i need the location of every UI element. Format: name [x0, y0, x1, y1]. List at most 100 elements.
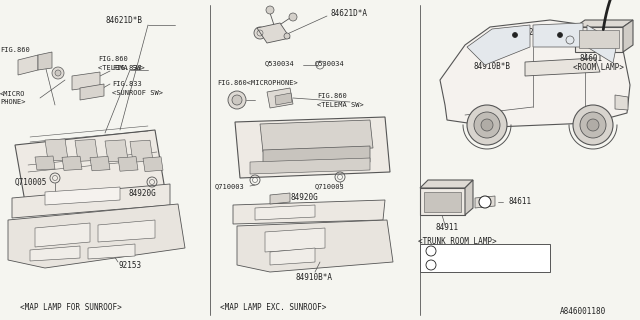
- Circle shape: [426, 260, 436, 270]
- Polygon shape: [440, 20, 630, 127]
- Text: 84920G: 84920G: [290, 194, 317, 203]
- Circle shape: [557, 33, 563, 37]
- Polygon shape: [62, 156, 82, 171]
- Text: 84601: 84601: [580, 53, 603, 62]
- Text: FIG.833: FIG.833: [112, 65, 141, 71]
- Bar: [424, 192, 461, 212]
- Polygon shape: [263, 146, 370, 166]
- Circle shape: [55, 70, 61, 76]
- Circle shape: [232, 95, 242, 105]
- Polygon shape: [265, 228, 325, 252]
- Polygon shape: [420, 180, 473, 188]
- Polygon shape: [250, 158, 370, 174]
- Polygon shape: [275, 93, 292, 105]
- Text: 84910B*B: 84910B*B: [473, 61, 510, 70]
- Circle shape: [52, 67, 64, 79]
- Polygon shape: [533, 23, 583, 47]
- Polygon shape: [420, 188, 465, 215]
- Text: FIG.833: FIG.833: [112, 81, 141, 87]
- Polygon shape: [45, 187, 120, 205]
- Polygon shape: [587, 25, 617, 63]
- Text: <MICRO: <MICRO: [0, 91, 26, 97]
- Polygon shape: [45, 139, 68, 161]
- Polygon shape: [465, 180, 473, 215]
- Circle shape: [587, 119, 599, 131]
- Text: Q710005: Q710005: [15, 178, 47, 187]
- Polygon shape: [75, 140, 98, 161]
- Polygon shape: [235, 117, 390, 178]
- Polygon shape: [30, 246, 80, 261]
- Polygon shape: [255, 205, 315, 220]
- Text: FIG.860<MICROPHONE>: FIG.860<MICROPHONE>: [217, 80, 298, 86]
- Polygon shape: [615, 95, 628, 110]
- Circle shape: [467, 105, 507, 145]
- Text: < -'20.06): < -'20.06): [491, 246, 537, 255]
- Polygon shape: [623, 20, 633, 52]
- Polygon shape: [575, 20, 633, 27]
- Text: Q710003: Q710003: [215, 183, 244, 189]
- Circle shape: [474, 112, 500, 138]
- Text: 1: 1: [483, 199, 487, 205]
- Polygon shape: [88, 244, 135, 259]
- Polygon shape: [130, 140, 153, 162]
- Polygon shape: [257, 23, 290, 43]
- Circle shape: [284, 33, 290, 39]
- Polygon shape: [525, 58, 600, 76]
- Text: 84611: 84611: [508, 197, 531, 206]
- Polygon shape: [8, 204, 185, 268]
- Circle shape: [573, 105, 613, 145]
- Circle shape: [580, 112, 606, 138]
- Polygon shape: [35, 156, 55, 170]
- Circle shape: [228, 91, 246, 109]
- Text: <ROOM LAMP>: <ROOM LAMP>: [573, 62, 624, 71]
- Polygon shape: [233, 200, 385, 224]
- Text: <MAP LAMP FOR SUNROOF>: <MAP LAMP FOR SUNROOF>: [20, 303, 122, 313]
- Polygon shape: [12, 184, 170, 218]
- Text: <TELEMA SW>: <TELEMA SW>: [98, 65, 145, 71]
- Text: Q710003: Q710003: [315, 183, 345, 189]
- Polygon shape: [267, 88, 293, 108]
- Polygon shape: [467, 25, 530, 65]
- Text: ('20.06- ): ('20.06- ): [491, 260, 537, 269]
- Text: PHONE>: PHONE>: [0, 99, 26, 105]
- Text: 84920E: 84920E: [445, 246, 473, 255]
- Text: A846001180: A846001180: [560, 308, 606, 316]
- Text: <MAP LAMP EXC. SUNROOF>: <MAP LAMP EXC. SUNROOF>: [220, 303, 326, 313]
- Text: FIG.860: FIG.860: [0, 47, 29, 53]
- Polygon shape: [98, 220, 155, 242]
- Circle shape: [266, 6, 274, 14]
- Bar: [420, 244, 550, 272]
- Circle shape: [426, 246, 436, 256]
- Text: 1: 1: [429, 262, 433, 268]
- Text: FIG.860: FIG.860: [98, 56, 128, 62]
- Text: 92153: 92153: [118, 260, 141, 269]
- Text: 84920G: 84920G: [128, 189, 156, 198]
- Polygon shape: [270, 193, 290, 204]
- Polygon shape: [38, 52, 52, 70]
- Text: 84920G: 84920G: [515, 28, 543, 36]
- Text: <SUNROOF SW>: <SUNROOF SW>: [112, 90, 163, 96]
- Polygon shape: [237, 220, 393, 272]
- Text: 84910B*A: 84910B*A: [295, 274, 332, 283]
- Polygon shape: [80, 84, 104, 100]
- Text: 84621D*B: 84621D*B: [105, 15, 142, 25]
- Polygon shape: [475, 196, 495, 208]
- Polygon shape: [105, 140, 128, 162]
- Polygon shape: [260, 120, 373, 152]
- Polygon shape: [15, 130, 165, 202]
- Text: FIG.860: FIG.860: [317, 93, 347, 99]
- Text: 1: 1: [429, 249, 433, 253]
- Polygon shape: [72, 72, 100, 90]
- Polygon shape: [270, 248, 315, 265]
- Text: Q530034: Q530034: [315, 60, 345, 66]
- Polygon shape: [18, 55, 38, 75]
- Circle shape: [513, 33, 518, 37]
- Text: 84621D*A: 84621D*A: [330, 9, 367, 18]
- Polygon shape: [90, 156, 110, 171]
- Circle shape: [481, 119, 493, 131]
- Circle shape: [289, 13, 297, 21]
- Text: 84920A: 84920A: [445, 260, 473, 269]
- Circle shape: [254, 27, 266, 39]
- Polygon shape: [118, 156, 138, 171]
- Polygon shape: [143, 157, 163, 172]
